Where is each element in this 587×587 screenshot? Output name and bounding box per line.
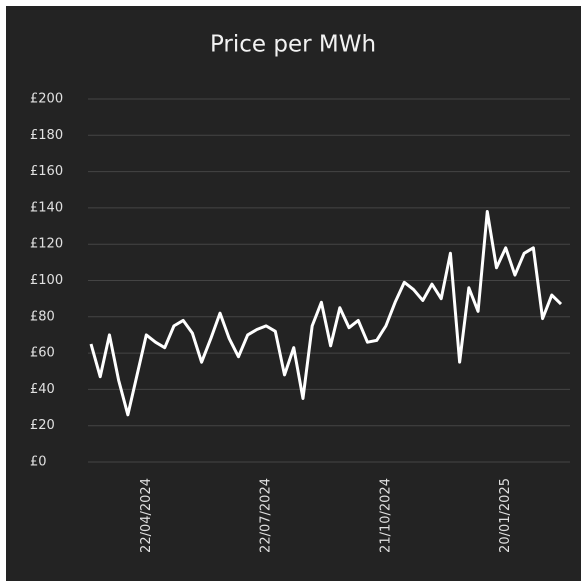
y-tick-label: £160 [30,164,63,179]
y-tick-label: £140 [30,200,63,215]
y-tick-label: £180 [30,128,63,143]
line-series [89,210,563,417]
y-tick-label: £0 [30,455,47,470]
x-tick-label: 20/01/2025 [498,478,513,553]
x-tick-label: 21/10/2024 [378,478,393,553]
x-tick-label: 22/07/2024 [259,478,274,553]
y-tick-label: £100 [30,273,63,288]
y-tick-label: £60 [30,346,55,361]
chart-title: Price per MWh [210,32,376,58]
y-tick-label: £120 [30,237,63,252]
y-tick-label: £40 [30,382,55,397]
chart-background [6,6,581,581]
y-tick-label: £20 [30,418,55,433]
y-tick-label: £200 [30,92,63,107]
y-tick-label: £80 [30,309,55,324]
x-tick-label: 22/04/2024 [139,478,154,553]
